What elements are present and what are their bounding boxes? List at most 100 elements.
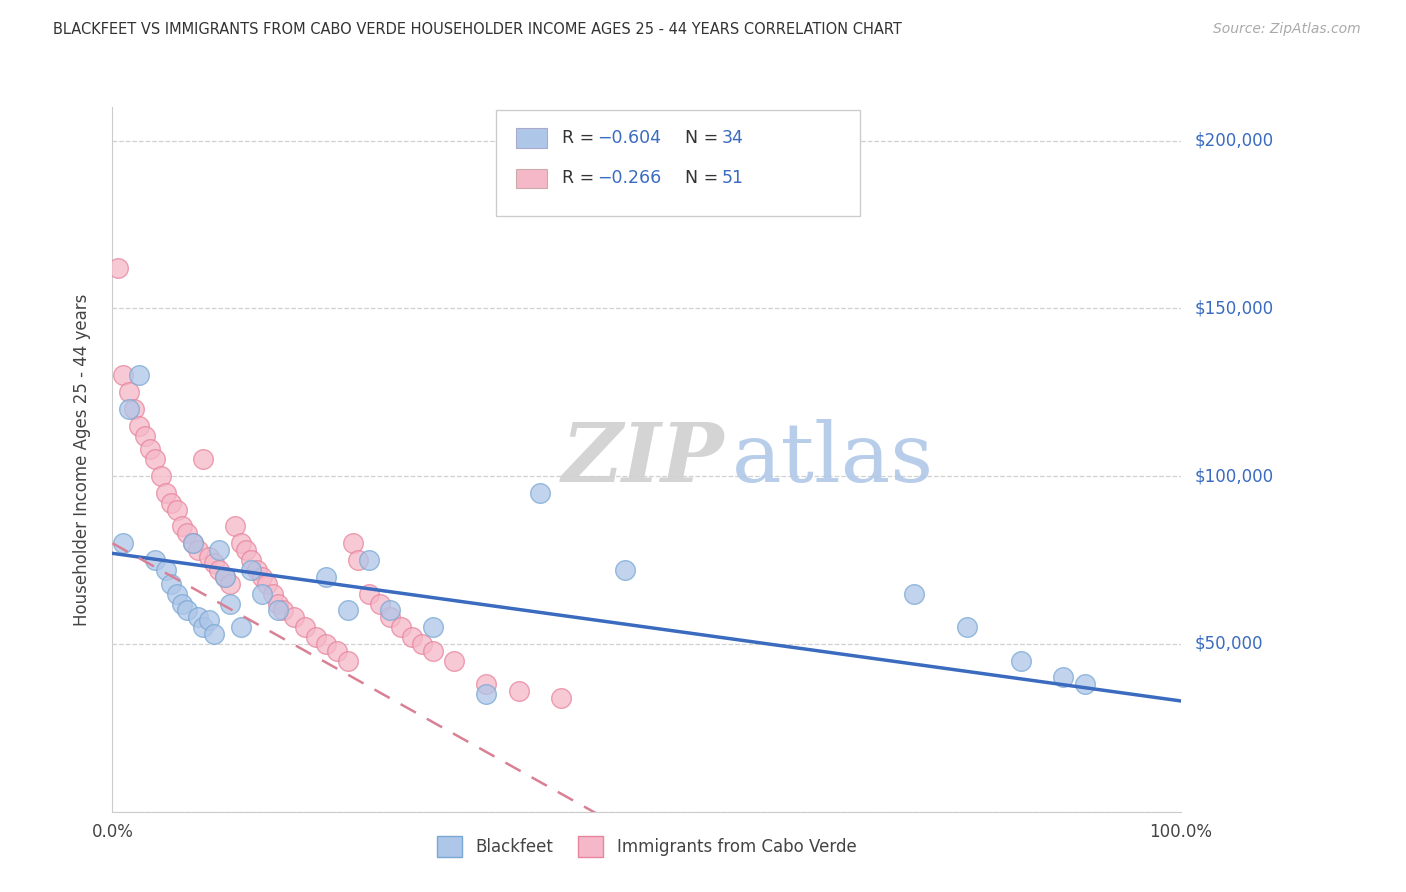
Point xyxy=(128,368,150,383)
Point xyxy=(294,620,316,634)
Text: $150,000: $150,000 xyxy=(1195,300,1274,318)
Point xyxy=(193,620,215,634)
Point xyxy=(347,553,370,567)
Point xyxy=(956,620,979,634)
Text: atlas: atlas xyxy=(733,419,935,500)
Point xyxy=(149,469,172,483)
Point xyxy=(357,586,380,600)
Point xyxy=(197,614,219,628)
Point xyxy=(214,570,236,584)
Text: 51: 51 xyxy=(721,169,744,187)
Legend: Blackfeet, Immigrants from Cabo Verde: Blackfeet, Immigrants from Cabo Verde xyxy=(430,830,863,863)
Point xyxy=(134,429,156,443)
Point xyxy=(155,563,177,577)
Point xyxy=(181,536,204,550)
Point xyxy=(128,418,150,433)
Point xyxy=(389,620,412,634)
Point xyxy=(315,637,337,651)
Point xyxy=(202,627,225,641)
Point xyxy=(315,570,337,584)
Point xyxy=(411,637,433,651)
Point xyxy=(214,570,236,584)
Point xyxy=(273,603,295,617)
Point xyxy=(240,553,263,567)
Point xyxy=(112,368,135,383)
Point xyxy=(246,563,269,577)
Point xyxy=(1074,677,1097,691)
Point xyxy=(122,402,145,417)
Y-axis label: Householder Income Ages 25 - 44 years: Householder Income Ages 25 - 44 years xyxy=(73,293,91,625)
Point xyxy=(166,502,188,516)
Text: N =: N = xyxy=(685,129,724,147)
Point xyxy=(197,549,219,564)
Point xyxy=(422,620,444,634)
Point xyxy=(508,684,530,698)
Point xyxy=(155,486,177,500)
Text: R =: R = xyxy=(562,129,600,147)
Text: −0.604: −0.604 xyxy=(598,129,662,147)
Point xyxy=(529,486,551,500)
Point xyxy=(117,402,139,417)
Point xyxy=(475,687,498,701)
Point xyxy=(357,553,380,567)
Point xyxy=(208,543,231,558)
Point xyxy=(267,603,290,617)
Point xyxy=(202,557,225,571)
Point xyxy=(304,630,326,644)
Point xyxy=(550,690,572,705)
Text: ZIP: ZIP xyxy=(561,419,724,500)
Point xyxy=(229,536,252,550)
Point xyxy=(219,576,242,591)
Point xyxy=(267,597,290,611)
Point xyxy=(250,586,273,600)
Point xyxy=(176,603,198,617)
Point xyxy=(170,597,193,611)
Point xyxy=(208,563,231,577)
Point xyxy=(326,643,349,657)
Point xyxy=(401,630,423,644)
Point xyxy=(342,536,364,550)
Point xyxy=(380,610,402,624)
Point xyxy=(422,643,444,657)
Point xyxy=(160,576,183,591)
Point xyxy=(250,570,273,584)
Point xyxy=(117,385,139,400)
Point xyxy=(143,452,166,467)
Point xyxy=(187,610,209,624)
Text: $100,000: $100,000 xyxy=(1195,467,1274,485)
Point xyxy=(181,536,204,550)
Point xyxy=(336,654,359,668)
Point xyxy=(1010,654,1032,668)
Point xyxy=(443,654,465,668)
Point xyxy=(160,496,183,510)
Point xyxy=(176,526,198,541)
Point xyxy=(139,442,162,457)
Point xyxy=(475,677,498,691)
Point xyxy=(193,452,215,467)
Text: 34: 34 xyxy=(721,129,744,147)
Point xyxy=(614,563,637,577)
Point xyxy=(283,610,305,624)
Point xyxy=(219,597,242,611)
Point xyxy=(187,543,209,558)
Point xyxy=(166,586,188,600)
Point xyxy=(240,563,263,577)
Point xyxy=(235,543,257,558)
Point xyxy=(256,576,278,591)
Text: $200,000: $200,000 xyxy=(1195,132,1274,150)
Point xyxy=(1052,671,1074,685)
Point xyxy=(262,586,284,600)
Point xyxy=(107,261,129,276)
Text: BLACKFEET VS IMMIGRANTS FROM CABO VERDE HOUSEHOLDER INCOME AGES 25 - 44 YEARS CO: BLACKFEET VS IMMIGRANTS FROM CABO VERDE … xyxy=(53,22,903,37)
Text: Source: ZipAtlas.com: Source: ZipAtlas.com xyxy=(1213,22,1361,37)
Point xyxy=(170,519,193,533)
Point xyxy=(143,553,166,567)
Text: −0.266: −0.266 xyxy=(598,169,662,187)
Text: R =: R = xyxy=(562,169,600,187)
Point xyxy=(229,620,252,634)
Point xyxy=(336,603,359,617)
Point xyxy=(903,586,925,600)
Point xyxy=(112,536,135,550)
Text: $50,000: $50,000 xyxy=(1195,635,1264,653)
Point xyxy=(368,597,391,611)
